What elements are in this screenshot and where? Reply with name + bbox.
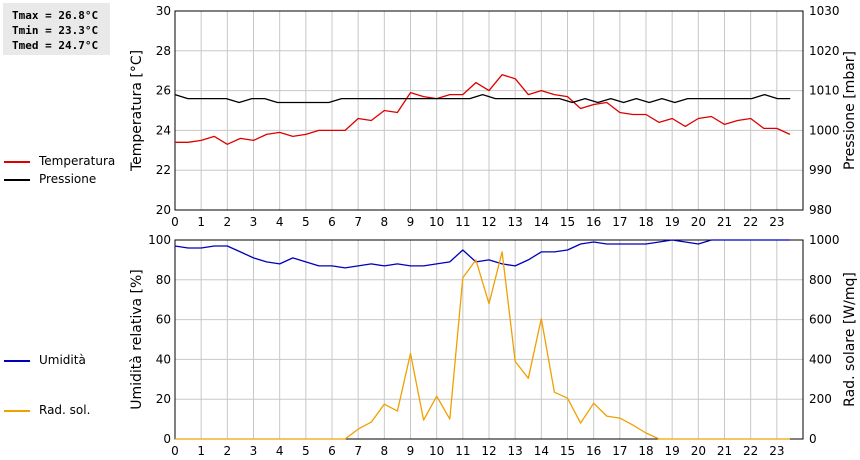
top-right-tick-label: 1030: [809, 4, 840, 18]
top-x-tick-label: 13: [508, 215, 523, 229]
bottom-x-tick-label: 19: [665, 444, 680, 458]
series-temperatura-line: [175, 74, 791, 145]
bottom-x-tick-label: 10: [429, 444, 444, 458]
top-x-tick-label: 7: [354, 215, 362, 229]
legend-umidita-swatch: [4, 360, 30, 362]
bottom-x-tick-label: 15: [560, 444, 575, 458]
bottom-x-tick-label: 0: [171, 444, 179, 458]
top-left-tick-label: 20: [156, 203, 171, 217]
bottom-x-tick-label: 7: [354, 444, 362, 458]
top-x-tick-label: 10: [429, 215, 444, 229]
legend-temperatura-label: Temperatura: [39, 154, 116, 168]
top-right-tick-label: 1010: [809, 84, 840, 98]
bottom-x-tick-label: 2: [224, 444, 232, 458]
legend-rad-sol-label: Rad. sol.: [39, 403, 91, 417]
top-x-tick-label: 8: [381, 215, 389, 229]
top-x-tick-label: 17: [612, 215, 627, 229]
top-x-tick-label: 16: [586, 215, 601, 229]
top-right-tick-label: 990: [809, 163, 832, 177]
bottom-x-tick-label: 16: [586, 444, 601, 458]
bottom-left-tick-label: 40: [156, 352, 171, 366]
bottom-x-tick-label: 20: [691, 444, 706, 458]
legend-rad-sol-swatch: [4, 410, 30, 412]
top-x-tick-label: 12: [481, 215, 496, 229]
top-x-tick-label: 22: [743, 215, 758, 229]
top-x-tick-label: 20: [691, 215, 706, 229]
bottom-x-tick-label: 23: [769, 444, 784, 458]
bottom-right-axis-title: Rad. solare [W/mq]: [842, 272, 858, 407]
series-pressione-line: [174, 93, 791, 104]
top-left-tick-label: 24: [156, 123, 171, 137]
bottom-x-tick-label: 22: [743, 444, 758, 458]
bottom-x-tick-label: 4: [276, 444, 284, 458]
bottom-x-tick-label: 18: [638, 444, 653, 458]
legend-pressione-label: Pressione: [39, 172, 97, 186]
bottom-x-tick-label: 14: [534, 444, 549, 458]
top-x-tick-label: 15: [560, 215, 575, 229]
top-right-tick-label: 980: [809, 203, 832, 217]
bottom-x-tick-label: 11: [455, 444, 470, 458]
top-left-tick-label: 30: [156, 4, 171, 18]
bottom-left-tick-label: 0: [163, 432, 171, 446]
legend-pressione-swatch: [4, 179, 30, 181]
top-x-tick-label: 2: [224, 215, 232, 229]
bottom-right-tick-label: 200: [809, 392, 832, 406]
top-x-tick-label: 3: [250, 215, 258, 229]
bottom-right-tick-label: 800: [809, 273, 832, 287]
top-left-tick-label: 28: [156, 44, 171, 58]
tmin-label: Tmin = 23.3°C: [12, 24, 99, 37]
top-x-tick-label: 14: [534, 215, 549, 229]
series-rad-sol-line: [175, 251, 790, 440]
bottom-left-tick-label: 60: [156, 313, 171, 327]
bottom-right-tick-label: 600: [809, 313, 832, 327]
bottom-x-tick-label: 3: [250, 444, 258, 458]
top-right-axis-title: Pressione [mbar]: [842, 51, 858, 170]
bottom-x-tick-label: 1: [197, 444, 205, 458]
top-x-tick-label: 11: [455, 215, 470, 229]
top-plot-frame: [174, 10, 804, 211]
top-x-tick-label: 19: [665, 215, 680, 229]
top-left-tick-label: 22: [156, 163, 171, 177]
bottom-x-tick-label: 21: [717, 444, 732, 458]
bottom-plot-frame: [174, 239, 804, 440]
bottom-x-tick-label: 5: [302, 444, 310, 458]
top-x-tick-label: 5: [302, 215, 310, 229]
bottom-x-tick-label: 9: [407, 444, 415, 458]
bottom-left-tick-label: 80: [156, 273, 171, 287]
bottom-x-tick-label: 17: [612, 444, 627, 458]
tmax-label: Tmax = 26.8°C: [12, 9, 99, 22]
bottom-x-tick-label: 12: [481, 444, 496, 458]
legend-umidita-label: Umidità: [39, 353, 86, 367]
bottom-left-tick-label: 20: [156, 392, 171, 406]
bottom-x-tick-label: 6: [328, 444, 336, 458]
top-left-tick-label: 26: [156, 84, 171, 98]
top-right-tick-label: 1020: [809, 44, 840, 58]
bottom-right-tick-label: 0: [809, 432, 817, 446]
top-x-tick-label: 23: [769, 215, 784, 229]
top-x-tick-label: 0: [171, 215, 179, 229]
bottom-left-axis-title: Umidità relativa [%]: [129, 269, 145, 410]
top-x-tick-label: 18: [638, 215, 653, 229]
top-x-tick-label: 6: [328, 215, 336, 229]
top-x-tick-label: 21: [717, 215, 732, 229]
top-left-axis-title: Temperatura [°C]: [129, 50, 145, 172]
stats-box: Tmax = 26.8°C Tmin = 23.3°C Tmed = 24.7°…: [3, 3, 110, 55]
bottom-left-tick-label: 100: [148, 233, 171, 247]
bottom-right-tick-label: 1000: [809, 233, 840, 247]
tmed-label: Tmed = 24.7°C: [12, 39, 99, 52]
top-x-tick-label: 9: [407, 215, 415, 229]
top-x-tick-label: 4: [276, 215, 284, 229]
top-right-tick-label: 1000: [809, 123, 840, 137]
series-umidit-line: [174, 239, 790, 269]
bottom-x-tick-label: 8: [381, 444, 389, 458]
legend-temperatura-swatch: [4, 161, 30, 163]
bottom-x-tick-label: 13: [508, 444, 523, 458]
top-x-tick-label: 1: [197, 215, 205, 229]
bottom-right-tick-label: 400: [809, 352, 832, 366]
